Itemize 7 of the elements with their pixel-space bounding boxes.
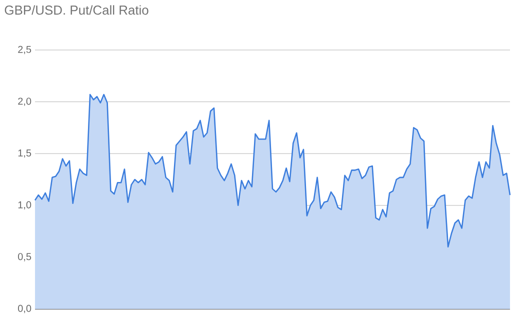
y-tick-label: 1,5 [18, 150, 32, 158]
y-tick-label: 2,0 [18, 98, 32, 106]
y-tick-label: 0,0 [18, 304, 32, 314]
y-tick-label: 2,5 [18, 46, 32, 54]
y-tick-label: 0,5 [18, 253, 32, 262]
y-tick-label: 1,0 [18, 201, 32, 210]
chart-title: GBP/USD. Put/Call Ratio [4, 5, 148, 15]
